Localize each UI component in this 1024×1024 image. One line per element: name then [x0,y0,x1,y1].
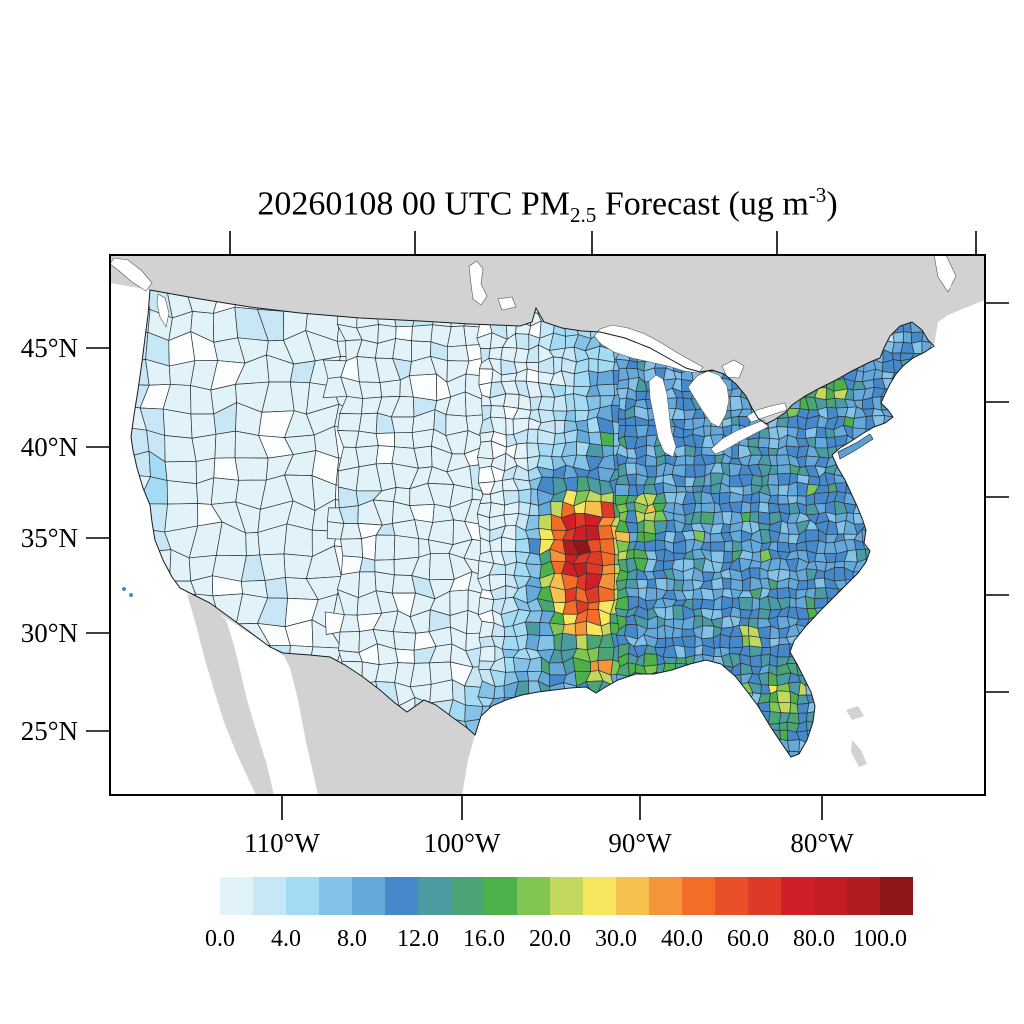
plot-title: 20260108 00 UTC PM2.5 Forecast (ug m-3) [110,183,985,228]
baja-peninsula [187,594,274,795]
colorbar-segment [847,877,880,915]
colorbar-label: 40.0 [661,926,703,952]
offshore-islands [846,278,985,767]
colorbar-label: 8.0 [337,926,367,952]
colorbar-segment [253,877,286,915]
long-island [837,433,874,460]
lat-axis-label: 25°N [21,716,78,746]
lake [710,419,769,455]
lake [110,257,153,292]
lon-axis-label: 110°W [244,828,320,858]
foreign-land [110,255,985,795]
lake [468,260,488,306]
colorbar-segment [880,877,913,915]
colorbar-segment [352,877,385,915]
colorbar-segment [616,877,649,915]
title-prefix: 20260108 00 UTC PM [257,185,570,223]
colorbar-segment [748,877,781,915]
lat-axis-label: 30°N [21,618,78,648]
colorbar-label: 60.0 [727,926,769,952]
colorbar-segment [715,877,748,915]
colorbar-label: 30.0 [595,926,637,952]
title-superscript: -3 [808,183,827,207]
us-outline [130,289,935,758]
colorbar: 0.0 4.0 8.0 12.0 16.0 20.0 30.0 40.0 60.0 80.0 100… [205,877,913,952]
colorbar-label: 0.0 [205,926,235,952]
colorbar-segment [649,877,682,915]
lat-axis-label: 35°N [21,523,78,553]
title-suffix: ) [826,185,838,223]
colorbar-segment [385,877,418,915]
colorbar-label: 80.0 [793,926,835,952]
colorbar-label: 12.0 [397,926,439,952]
colorbar-segment [814,877,847,915]
canada-landmass [110,255,985,424]
title-subscript: 2.5 [569,203,597,228]
colorbar-segment [418,877,451,915]
colorbar-segment [451,877,484,915]
colorbar-label: 4.0 [271,926,301,952]
colorbar-segment [682,877,715,915]
colorbar-segment [484,877,517,915]
colorbar-label: 16.0 [463,926,505,952]
lon-axis-label: 90°W [608,828,672,858]
title-middle: Forecast (ug m [596,185,809,223]
lake [156,293,170,328]
lon-axis-label: 100°W [424,828,501,858]
colorbar-label: 20.0 [529,926,571,952]
colorbar-segment [781,877,814,915]
island-dot [129,593,133,597]
mexico-landmass [180,588,475,795]
island-dot [122,587,126,591]
colorbar-segment [319,877,352,915]
colorbar-segment [550,877,583,915]
lake [497,296,517,311]
lake [687,370,730,428]
lake [933,255,957,293]
lon-axis-label: 80°W [790,828,854,858]
colorbar-segment [220,877,253,915]
lat-axis-label: 45°N [21,333,78,363]
colorbar-segment [517,877,550,915]
axis-ticks [86,231,1009,820]
lat-axis-label: 40°N [21,432,78,462]
plot-frame [109,254,986,796]
map-canvas [110,255,985,795]
colorbar-segment [583,877,616,915]
axis-labels: 45°N 40°N 35°N 30°N 25°N 110°W 100°W 90°W 80°W [21,333,854,858]
colorbar-label: 100.0 [853,926,907,952]
lake [648,374,677,458]
colorbar-segment [286,877,319,915]
